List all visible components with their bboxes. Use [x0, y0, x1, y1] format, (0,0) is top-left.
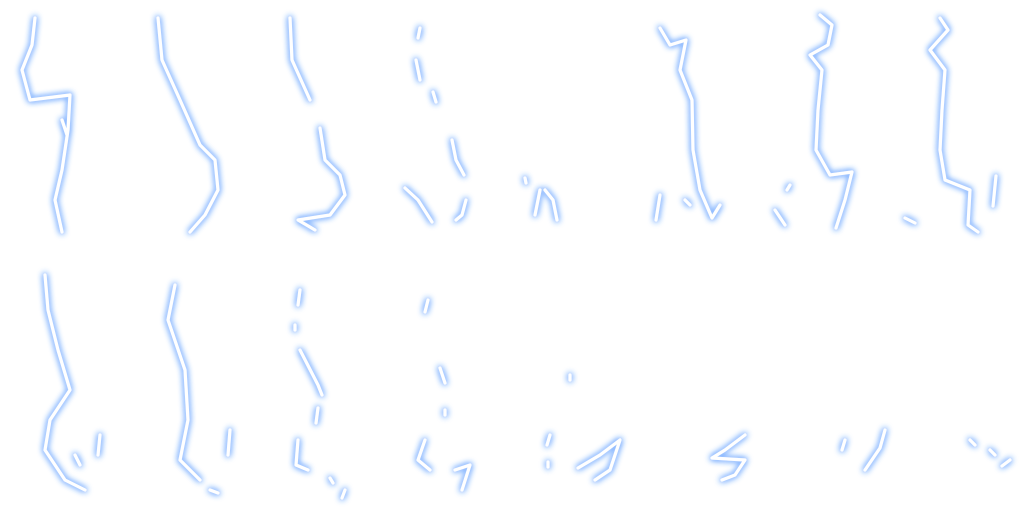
frame-1: [20, 16, 72, 234]
frame-4: [403, 26, 468, 224]
frame-5: [523, 176, 559, 222]
frame-15: [840, 428, 887, 472]
frame-14: [710, 433, 747, 482]
frame-7: [773, 13, 854, 230]
frame-3: [288, 16, 347, 232]
frame-12: [416, 298, 472, 492]
frame-13: [545, 373, 622, 482]
frame-8: [903, 16, 998, 234]
frame-6: [654, 26, 722, 222]
frame-2: [156, 16, 220, 234]
frame-16: [968, 438, 1012, 468]
frame-9: [43, 273, 102, 492]
frame-10: [166, 283, 232, 495]
frame-11: [293, 288, 347, 500]
lightning-frames: [20, 13, 1012, 500]
